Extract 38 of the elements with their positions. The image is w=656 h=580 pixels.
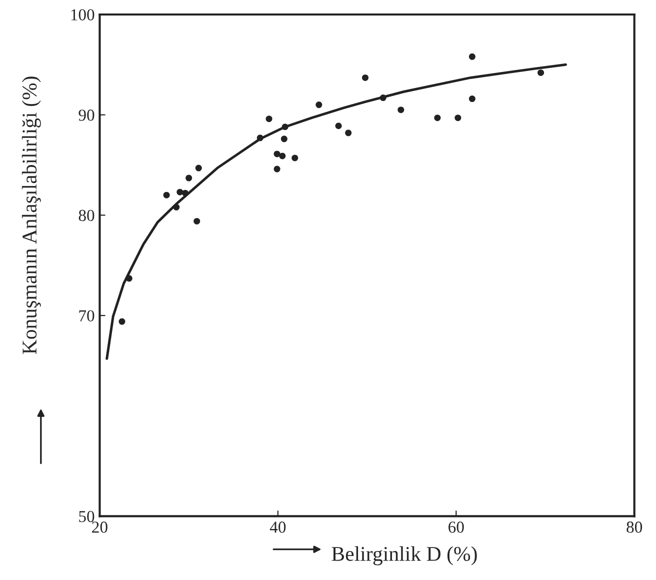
- point: [335, 122, 342, 130]
- point: [274, 166, 280, 172]
- point: [182, 190, 189, 196]
- x-tick-label: 80: [626, 522, 642, 533]
- x-tick-label: 20: [92, 522, 108, 533]
- point: [292, 154, 298, 162]
- point: [280, 136, 288, 142]
- point: [126, 275, 132, 282]
- point: [163, 192, 170, 198]
- y-tick-label: 90: [78, 110, 94, 121]
- point: [538, 69, 544, 76]
- point: [186, 174, 192, 182]
- point: [316, 102, 322, 108]
- point: [173, 204, 180, 210]
- x-tick-label: 60: [448, 522, 464, 533]
- y-tick-label: 50: [79, 510, 94, 522]
- point: [282, 124, 288, 130]
- point: [345, 130, 352, 136]
- point: [454, 114, 462, 122]
- y-tick-label: 80: [78, 210, 94, 222]
- point: [194, 218, 200, 224]
- point: [195, 164, 202, 172]
- y-axis-title: Konuşmanın Anlaşılabilirliği (%): [22, 76, 41, 354]
- point: [398, 106, 404, 114]
- x-tick-label: 40: [270, 522, 286, 533]
- point: [256, 134, 264, 142]
- point: [362, 74, 369, 81]
- y-tick-label: 100: [71, 9, 94, 20]
- point: [434, 114, 441, 122]
- y-tick-label: 70: [79, 310, 94, 322]
- point: [468, 96, 476, 102]
- point: [380, 94, 386, 102]
- point: [266, 116, 272, 122]
- x-axis-title: Belirginlik D (%): [332, 546, 477, 566]
- point: [468, 53, 476, 60]
- line-series: [106, 63, 567, 360]
- point: [279, 152, 286, 160]
- point: [118, 318, 126, 325]
